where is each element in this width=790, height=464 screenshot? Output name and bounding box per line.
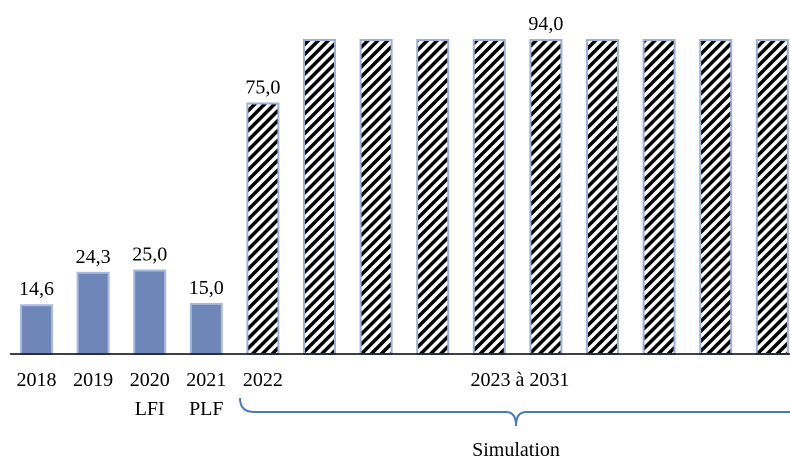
bar-5 (303, 39, 336, 355)
bar-8 (472, 39, 506, 355)
data-label-3: 15,0 (189, 277, 224, 299)
bar-12 (699, 39, 733, 355)
simulation-bracket (239, 397, 790, 427)
data-label-4: 75,0 (245, 76, 280, 98)
data-label-1: 24,3 (76, 246, 111, 268)
data-label-9: 94,0 (528, 13, 563, 35)
group-tick-label: 2023 à 2031 (471, 369, 570, 391)
tick-label-3: 2021 (186, 369, 226, 391)
tick-sublabel-3: PLF (189, 398, 223, 420)
bar-7 (416, 39, 450, 355)
bar-1 (76, 271, 110, 356)
tick-label-4: 2022 (243, 369, 283, 391)
bar-10 (586, 39, 619, 355)
tick-labels-group: 2018 2019 2020 LFI 2021 PLF 2022 (17, 369, 283, 420)
bar-0 (20, 304, 53, 356)
bar-4 (246, 102, 280, 356)
tick-sublabel-2: LFI (135, 398, 165, 420)
tick-label-1: 2019 (73, 369, 113, 391)
bar-6 (359, 39, 393, 355)
simulation-label: Simulation (472, 439, 560, 461)
tick-label-0: 2018 (17, 369, 57, 391)
bars-group: 14,6 24,3 25,0 15,0 75,0 94,0 (19, 13, 789, 356)
bar-2 (133, 269, 167, 355)
tick-label-2: 2020 (130, 369, 170, 391)
bar-3 (189, 302, 223, 355)
bar-11 (642, 39, 676, 355)
bar-13 (755, 39, 789, 355)
bar-9 (529, 39, 563, 355)
data-label-0: 14,6 (19, 278, 54, 300)
data-label-2: 25,0 (132, 243, 167, 265)
